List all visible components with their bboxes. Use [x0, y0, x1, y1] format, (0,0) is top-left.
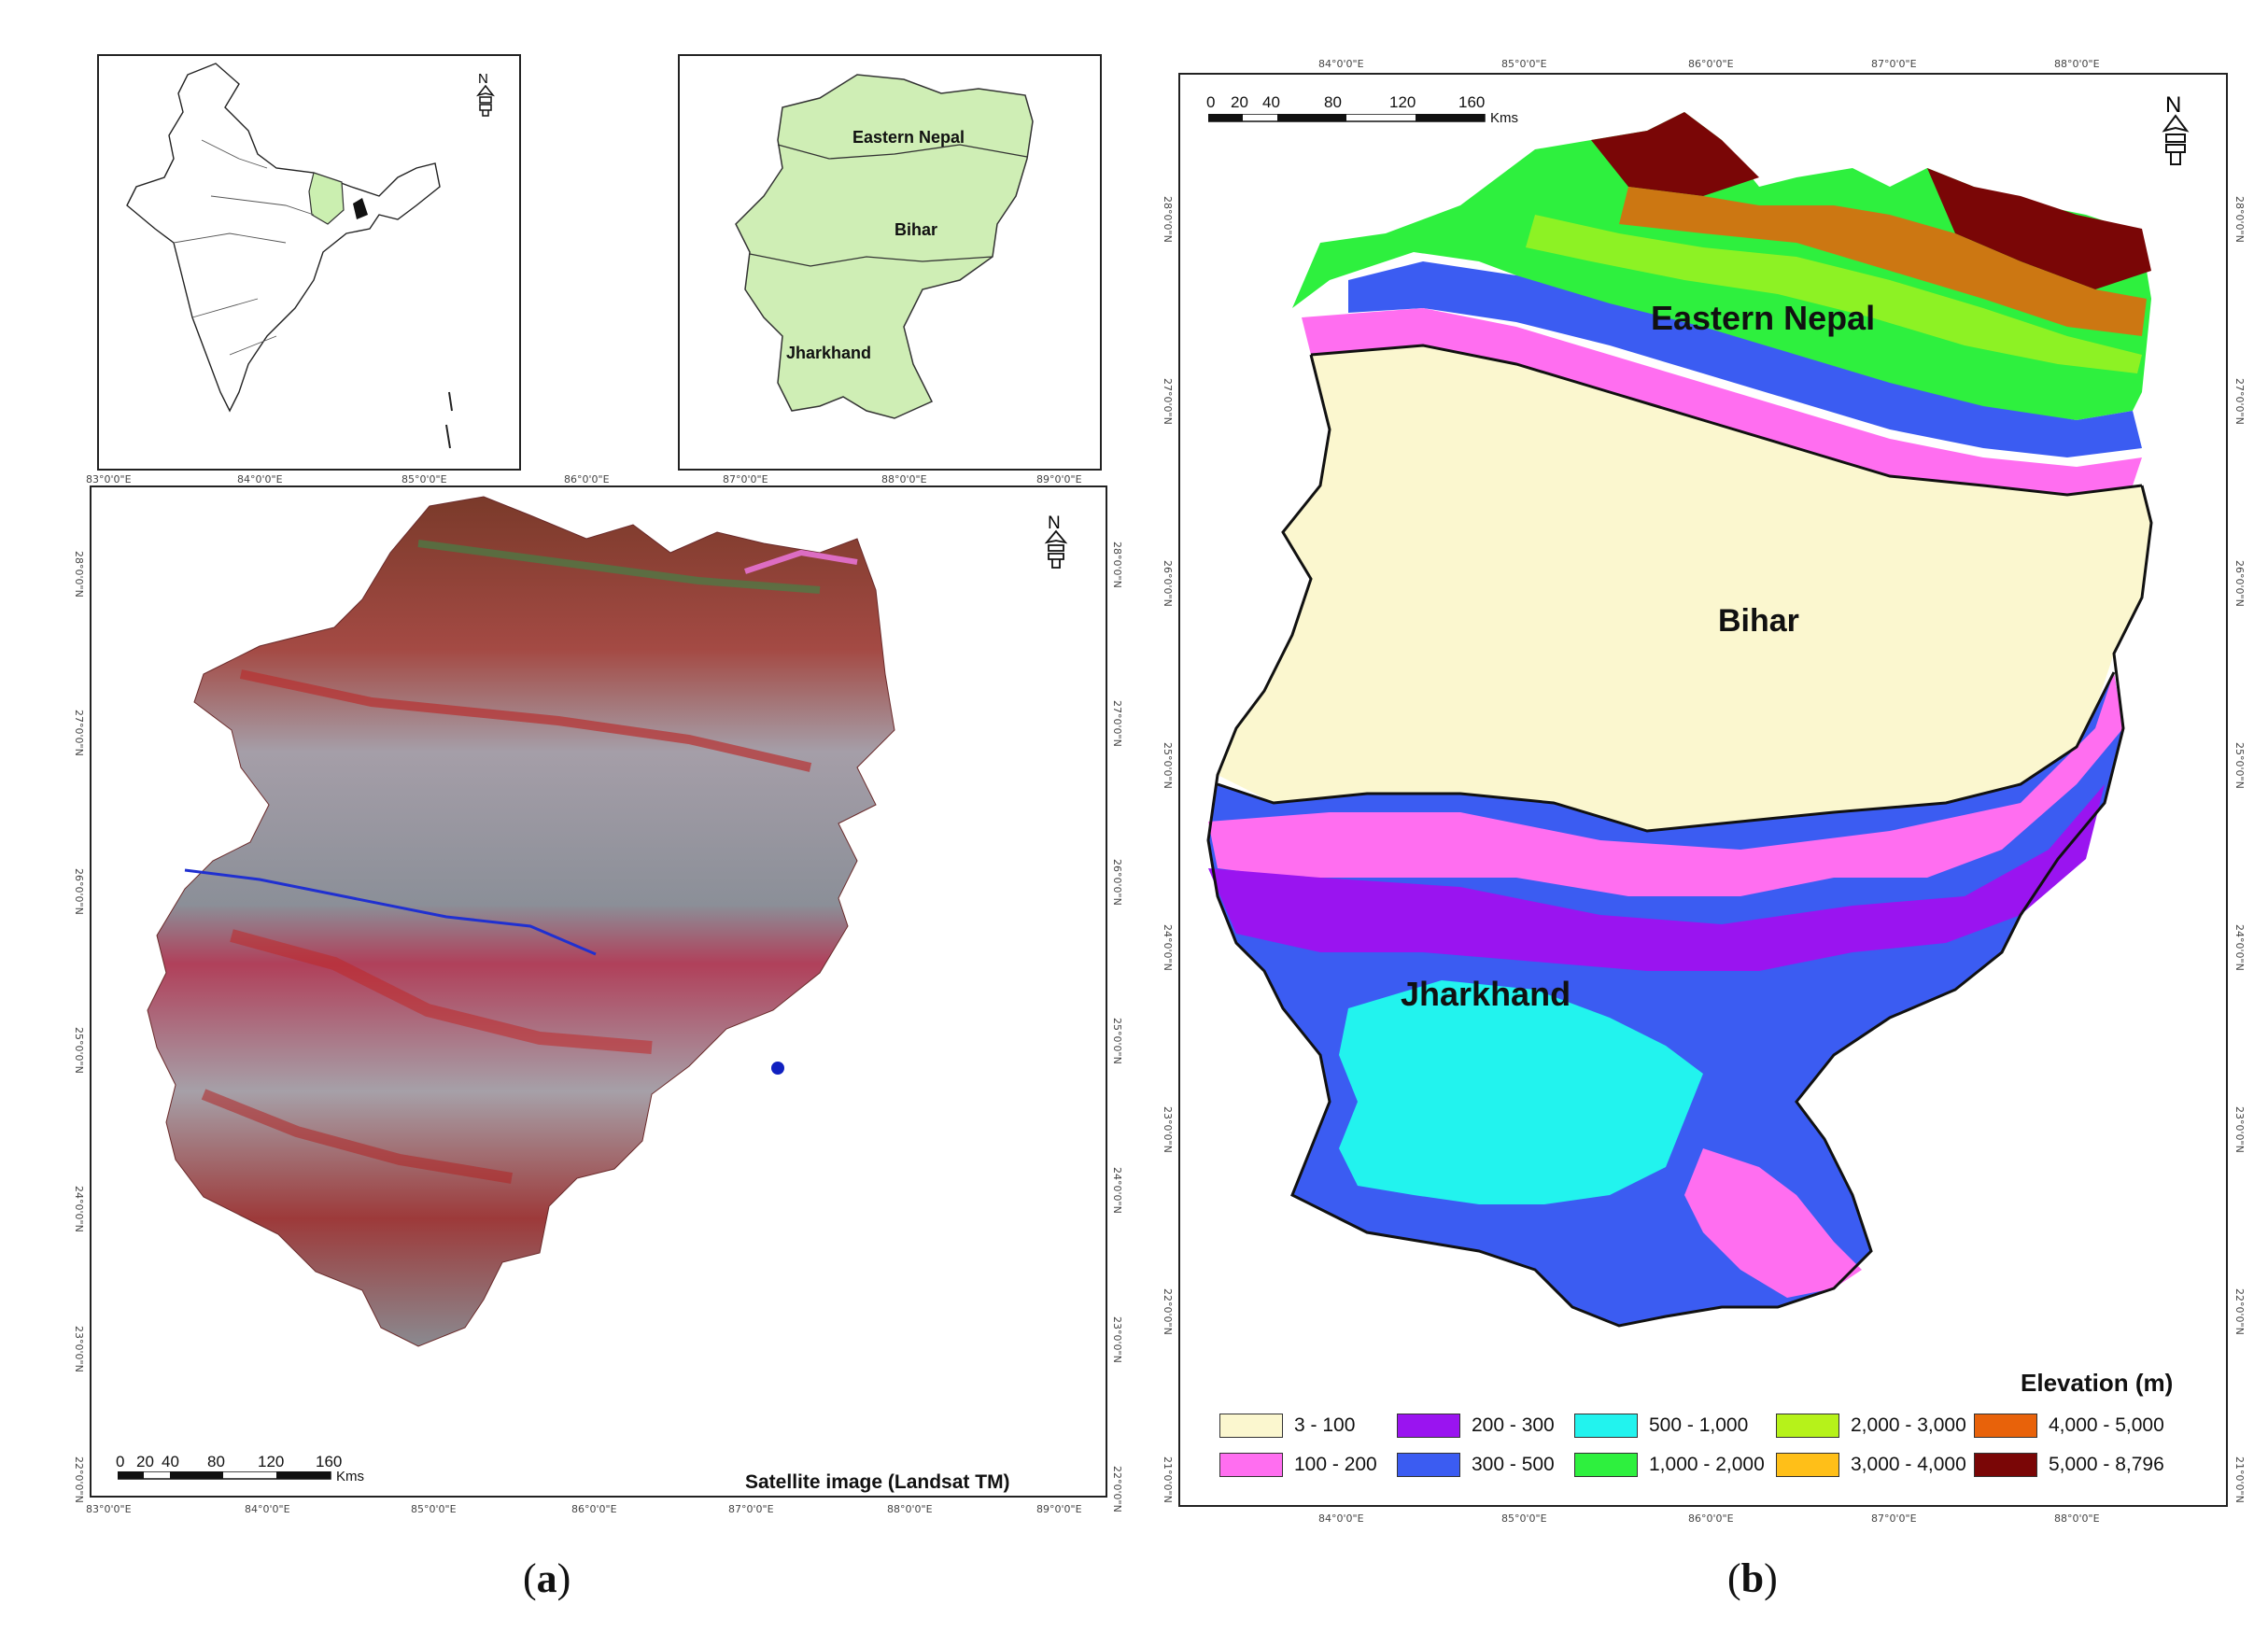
india-outline-map	[126, 63, 453, 449]
region-label-eastern-nepal: Eastern Nepal	[1651, 299, 1876, 337]
scale-bar-a: 0 20 40 80 120 160 Kms	[116, 1453, 364, 1484]
scale-bar-b: 0 20 40 80 120 160 Kms	[1206, 93, 1518, 126]
elevation-map-frame: N 0 20 40 80 120 160 Kms Eastern Nepal B…	[1178, 73, 2228, 1507]
legend-item: 1,000 - 2,000	[1574, 1451, 1765, 1479]
inset-label-eastern-nepal: Eastern Nepal	[852, 128, 965, 147]
legend-swatch	[1574, 1414, 1638, 1438]
inset-label-jharkhand: Jharkhand	[786, 344, 872, 362]
legend-title: Elevation (m)	[2021, 1369, 2174, 1397]
satellite-title: Satellite image (Landsat TM)	[745, 1471, 1010, 1493]
region-label-jharkhand: Jharkhand	[1401, 975, 1571, 1013]
svg-text:N: N	[1048, 513, 1061, 533]
panel-label-a: (a)	[523, 1555, 571, 1601]
study-area-outline-map	[735, 74, 1034, 419]
svg-text:N: N	[478, 71, 488, 87]
elevation-map	[1206, 112, 2153, 1328]
satellite-image	[147, 496, 895, 1347]
legend-item: 2,000 - 3,000	[1776, 1412, 1966, 1440]
legend-swatch	[1397, 1414, 1460, 1438]
legend-swatch	[1776, 1414, 1839, 1438]
panel-label-b: (b)	[1727, 1555, 1778, 1601]
legend-item: 100 - 200	[1219, 1451, 1377, 1479]
region-label-bihar: Bihar	[1718, 603, 1799, 639]
legend-item: 4,000 - 5,000	[1974, 1412, 2164, 1440]
north-arrow-icon: N	[2157, 92, 2194, 173]
legend-swatch	[1974, 1414, 2037, 1438]
legend-swatch	[1219, 1453, 1283, 1477]
legend-swatch	[1974, 1453, 2037, 1477]
legend-item: 200 - 300	[1397, 1412, 1555, 1440]
legend-item: 5,000 - 8,796	[1974, 1451, 2164, 1479]
north-arrow-icon: N	[472, 71, 499, 122]
satellite-map-frame: N 0 20 40 80 120 160 Kms Satellite image…	[90, 485, 1107, 1498]
legend-item: 3,000 - 4,000	[1776, 1451, 1966, 1479]
svg-text:N: N	[2165, 93, 2181, 118]
study-area-inset-frame: Eastern Nepal Bihar Jharkhand	[678, 54, 1102, 471]
legend-swatch	[1776, 1453, 1839, 1477]
legend-swatch	[1397, 1453, 1460, 1477]
legend-item: 300 - 500	[1397, 1451, 1555, 1479]
legend-swatch	[1574, 1453, 1638, 1477]
legend-item: 500 - 1,000	[1574, 1412, 1748, 1440]
inset-label-bihar: Bihar	[895, 220, 938, 239]
north-arrow-icon: N	[1040, 513, 1072, 574]
india-inset-frame: N	[97, 54, 521, 471]
legend-item: 3 - 100	[1219, 1412, 1355, 1440]
legend-swatch	[1219, 1414, 1283, 1438]
